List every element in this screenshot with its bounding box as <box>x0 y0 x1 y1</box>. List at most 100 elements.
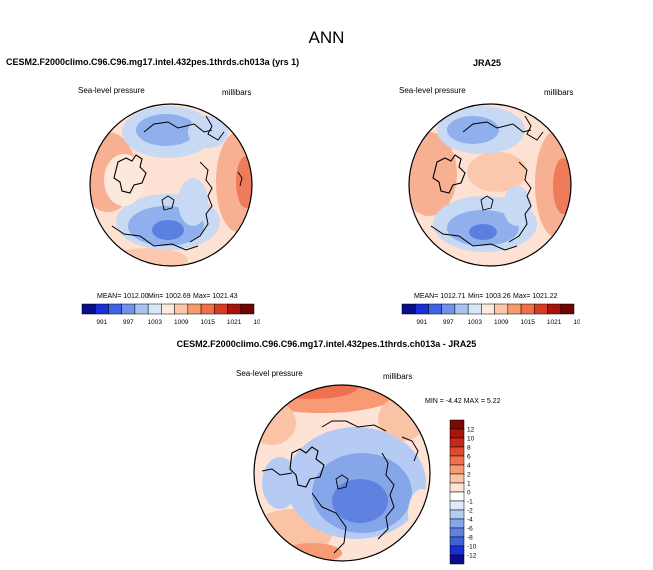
colorbar-tick-label: -10 <box>467 543 477 550</box>
colorbar-swatch <box>449 455 465 466</box>
colorbar-swatch <box>200 303 215 315</box>
colorbar-swatch <box>454 303 469 315</box>
colorbar-swatch <box>520 303 535 315</box>
colorbar-tick-label: 1027 <box>573 319 580 326</box>
colorbar-swatch <box>449 509 465 520</box>
coastline <box>508 161 532 243</box>
coastline <box>401 436 419 462</box>
colorbar-tick-label: 1003 <box>148 319 163 326</box>
panel3-variable-label: Sea-level pressure <box>236 369 303 378</box>
panel1-title: CESM2.F2000climo.C96.C96.mg17.intel.432p… <box>6 57 300 67</box>
coastline <box>205 115 225 141</box>
colorbar-tick-label: 991 <box>96 319 107 326</box>
colorbar-swatch <box>449 536 465 547</box>
colorbar-swatch <box>121 303 136 315</box>
colorbar-swatch <box>449 527 465 538</box>
panel3-minmax: MIN = -4.42 MAX = 5.22 <box>425 398 501 405</box>
colorbar-swatch <box>449 554 465 565</box>
colorbar-tick-label: -12 <box>467 552 477 559</box>
map-fill <box>469 224 497 240</box>
map-fill <box>447 116 499 144</box>
panel1-colorbar: 991997100310091015102110271033 <box>81 303 260 326</box>
colorbar-swatch <box>560 303 575 315</box>
colorbar-swatch <box>449 446 465 457</box>
map-fill <box>178 178 208 226</box>
map-boundary <box>89 103 253 267</box>
map-fill <box>332 479 388 523</box>
coastline <box>524 115 544 141</box>
panel2-title: JRA25 <box>473 58 502 68</box>
colorbar-swatch <box>134 303 149 315</box>
colorbar-swatch <box>449 491 465 502</box>
colorbar-swatch <box>507 303 522 315</box>
colorbar-tick-label: -8 <box>467 534 473 541</box>
colorbar-tick-label: -6 <box>467 525 473 532</box>
colorbar-tick-label: 1 <box>467 480 471 487</box>
panel2-mean: MEAN= 1012.71 <box>414 293 466 300</box>
coastline <box>321 420 387 432</box>
colorbar-tick-label: 1015 <box>520 319 535 326</box>
colorbar-swatch <box>161 303 175 315</box>
panel1-polar-map <box>89 103 253 267</box>
colorbar-swatch <box>494 303 509 315</box>
panel1-units-label: millibars <box>222 88 252 97</box>
map-fill <box>188 116 228 148</box>
coastline <box>261 468 293 476</box>
colorbar-swatch <box>441 303 456 315</box>
colorbar-tick-label: -2 <box>467 507 473 514</box>
panel3-title: CESM2.F2000climo.C96.C96.mg17.intel.432p… <box>176 339 477 349</box>
colorbar-swatch <box>449 428 465 439</box>
colorbar-swatch <box>467 303 482 315</box>
colorbar-swatch <box>481 303 495 315</box>
map-boundary <box>408 103 572 267</box>
coastline <box>432 154 466 194</box>
colorbar-tick-label: 8 <box>467 444 471 451</box>
colorbar-tick-label: 991 <box>416 319 427 326</box>
panel2-max: Max= 1021.22 <box>513 293 558 300</box>
panel2-polar-map <box>408 103 572 267</box>
colorbar-swatch <box>449 464 465 475</box>
coastline <box>111 225 199 251</box>
colorbar-swatch <box>414 303 429 315</box>
panel1-min: Min= 1002.69 <box>148 293 191 300</box>
panel2-units-label: millibars <box>544 88 574 97</box>
colorbar-swatch <box>108 303 122 315</box>
map-fill <box>136 114 196 146</box>
colorbar-swatch <box>214 303 228 315</box>
map-fill <box>104 154 144 206</box>
colorbar-swatch <box>449 482 465 493</box>
colorbar-tick-label: 1009 <box>174 319 189 326</box>
colorbar-tick-label: -4 <box>467 516 473 523</box>
colorbar-swatch <box>534 303 548 315</box>
colorbar-swatch <box>449 518 465 529</box>
colorbar-tick-label: 997 <box>443 319 454 326</box>
colorbar-tick-label: 0 <box>467 489 471 496</box>
colorbar-swatch <box>449 500 465 511</box>
map-fill <box>152 220 184 240</box>
colorbar-swatch <box>449 437 465 448</box>
colorbar-tick-label: 6 <box>467 453 471 460</box>
colorbar-tick-label: -1 <box>467 498 473 505</box>
main-title: ANN <box>308 28 345 47</box>
map-boundary <box>253 384 431 562</box>
colorbar-swatch <box>187 303 202 315</box>
coastline <box>430 225 518 251</box>
colorbar-tick-label: 2 <box>467 471 471 478</box>
colorbar-tick-label: 997 <box>123 319 134 326</box>
colorbar-swatch <box>449 473 465 484</box>
panel1-variable-label: Sea-level pressure <box>78 86 145 95</box>
colorbar-swatch <box>227 303 242 315</box>
colorbar-swatch <box>240 303 255 315</box>
panel1-max: Max= 1021.43 <box>193 293 238 300</box>
coastline <box>161 195 175 211</box>
coastline <box>143 121 213 133</box>
colorbar-tick-label: 1021 <box>227 319 242 326</box>
panel1-mean: MEAN= 1012.00 <box>97 293 149 300</box>
colorbar-tick-label: 4 <box>467 462 471 469</box>
coastline <box>377 452 395 540</box>
coastline <box>289 446 325 488</box>
colorbar-swatch <box>401 303 416 315</box>
map-fill <box>553 158 571 214</box>
coastline <box>113 154 147 194</box>
